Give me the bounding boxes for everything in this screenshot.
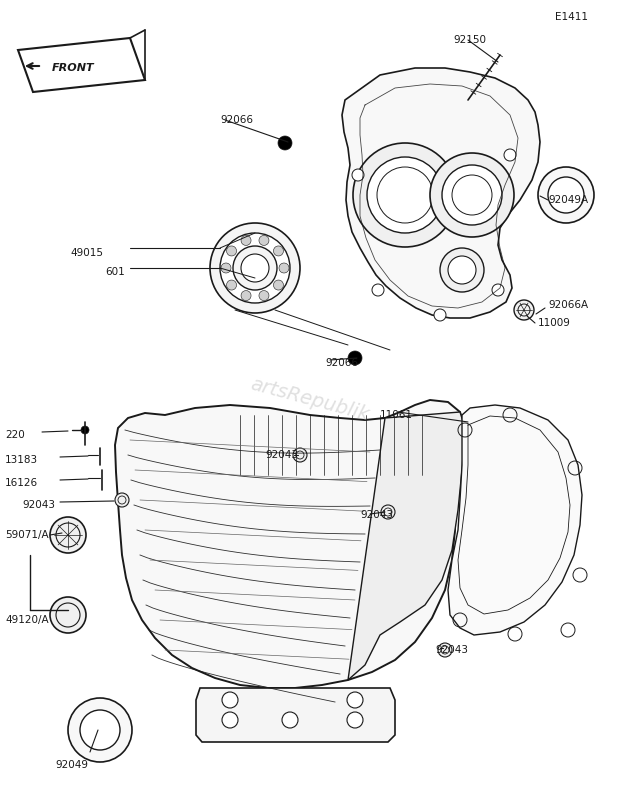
Text: 92049: 92049 (55, 760, 88, 770)
Polygon shape (196, 688, 395, 742)
Text: E1411: E1411 (555, 12, 588, 22)
Circle shape (227, 246, 237, 256)
Text: 92150: 92150 (453, 35, 486, 45)
Circle shape (442, 165, 502, 225)
Circle shape (241, 235, 251, 246)
Text: 92043: 92043 (22, 500, 55, 510)
Circle shape (514, 300, 534, 320)
Circle shape (430, 153, 514, 237)
Circle shape (372, 284, 384, 296)
Polygon shape (18, 38, 145, 92)
Text: 601: 601 (105, 267, 125, 277)
Text: 92043: 92043 (435, 645, 468, 655)
Circle shape (80, 710, 120, 750)
Polygon shape (348, 412, 465, 680)
Text: 49120/A: 49120/A (5, 615, 48, 625)
Circle shape (279, 263, 289, 273)
Text: 92066A: 92066A (548, 300, 588, 310)
Circle shape (448, 256, 476, 284)
Circle shape (81, 426, 89, 434)
Circle shape (293, 448, 307, 462)
Circle shape (347, 692, 363, 708)
Circle shape (367, 157, 443, 233)
Circle shape (381, 505, 395, 519)
Circle shape (440, 248, 484, 292)
Circle shape (259, 235, 269, 246)
Circle shape (434, 309, 446, 321)
Polygon shape (342, 68, 540, 318)
Circle shape (352, 169, 364, 181)
Circle shape (259, 290, 269, 301)
Text: artsRepublik: artsRepublik (248, 375, 371, 425)
Circle shape (273, 280, 283, 290)
Circle shape (241, 290, 251, 301)
Circle shape (548, 177, 584, 213)
Circle shape (222, 712, 238, 728)
Circle shape (50, 597, 86, 633)
Circle shape (50, 517, 86, 553)
Circle shape (221, 263, 231, 273)
Circle shape (538, 167, 594, 223)
Circle shape (241, 254, 269, 282)
Circle shape (347, 712, 363, 728)
Text: FRONT: FRONT (52, 63, 94, 73)
Circle shape (273, 246, 283, 256)
Circle shape (220, 233, 290, 303)
Polygon shape (448, 405, 582, 635)
Circle shape (233, 246, 277, 290)
Circle shape (278, 136, 292, 150)
Circle shape (210, 223, 300, 313)
Text: 92043: 92043 (265, 450, 298, 460)
Circle shape (492, 284, 504, 296)
Circle shape (115, 493, 129, 507)
Circle shape (282, 712, 298, 728)
Circle shape (227, 280, 237, 290)
Text: 16126: 16126 (5, 478, 38, 488)
Text: 11061: 11061 (380, 410, 413, 420)
Circle shape (438, 643, 452, 657)
Circle shape (348, 351, 362, 365)
Text: 92066: 92066 (220, 115, 253, 125)
Polygon shape (115, 400, 465, 688)
Text: 11009: 11009 (538, 318, 571, 328)
Text: 220: 220 (5, 430, 25, 440)
Text: 92066: 92066 (325, 358, 358, 368)
Circle shape (222, 692, 238, 708)
Circle shape (353, 143, 457, 247)
Circle shape (68, 698, 132, 762)
Text: 59071/A: 59071/A (5, 530, 48, 540)
Circle shape (504, 149, 516, 161)
Text: 49015: 49015 (70, 248, 103, 258)
Text: 13183: 13183 (5, 455, 38, 465)
Text: 92043: 92043 (360, 510, 393, 520)
Text: 92049A: 92049A (548, 195, 588, 205)
